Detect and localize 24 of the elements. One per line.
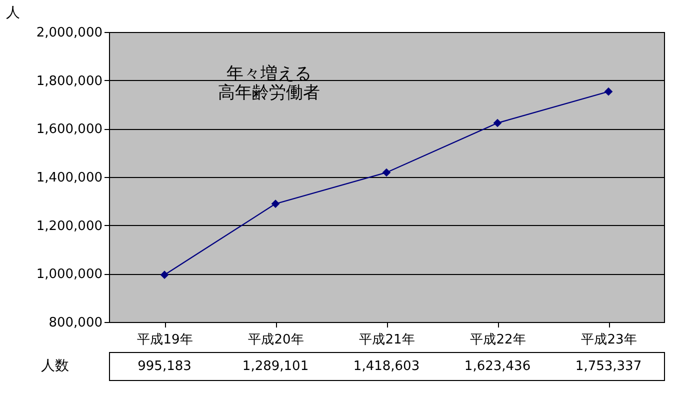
data-label: 1,623,436 <box>464 359 531 374</box>
y-tick-label: 1,000,000 <box>36 267 102 282</box>
data-label: 1,418,603 <box>353 359 420 374</box>
y-tick-label: 1,800,000 <box>36 74 102 89</box>
data-label: 1,289,101 <box>242 359 309 374</box>
text: 人数 <box>41 358 69 374</box>
data-label: 995,183 <box>138 359 192 374</box>
x-tick-label: 平成23年 <box>581 332 637 348</box>
point <box>160 270 169 280</box>
x-tick-label: 平成21年 <box>359 332 415 348</box>
point <box>271 200 280 208</box>
y-tick-label: 1,400,000 <box>36 170 102 186</box>
x-tick-label: 平成22年 <box>470 332 526 348</box>
point <box>604 87 613 96</box>
x-tick-label: 平成19年 <box>137 332 193 348</box>
x-tick-label: 平成20年 <box>248 332 304 348</box>
y-tick-label: 800,000 <box>48 316 102 330</box>
y-tick-label: 2,000,000 <box>36 26 102 40</box>
y-axis-title: 人 <box>6 5 20 21</box>
point <box>493 118 502 128</box>
y-tick-label: 1,600,000 <box>36 122 102 138</box>
y-tick-label: 1,200,000 <box>36 218 102 234</box>
point <box>382 168 391 177</box>
data-label: 1,753,337 <box>575 359 642 374</box>
